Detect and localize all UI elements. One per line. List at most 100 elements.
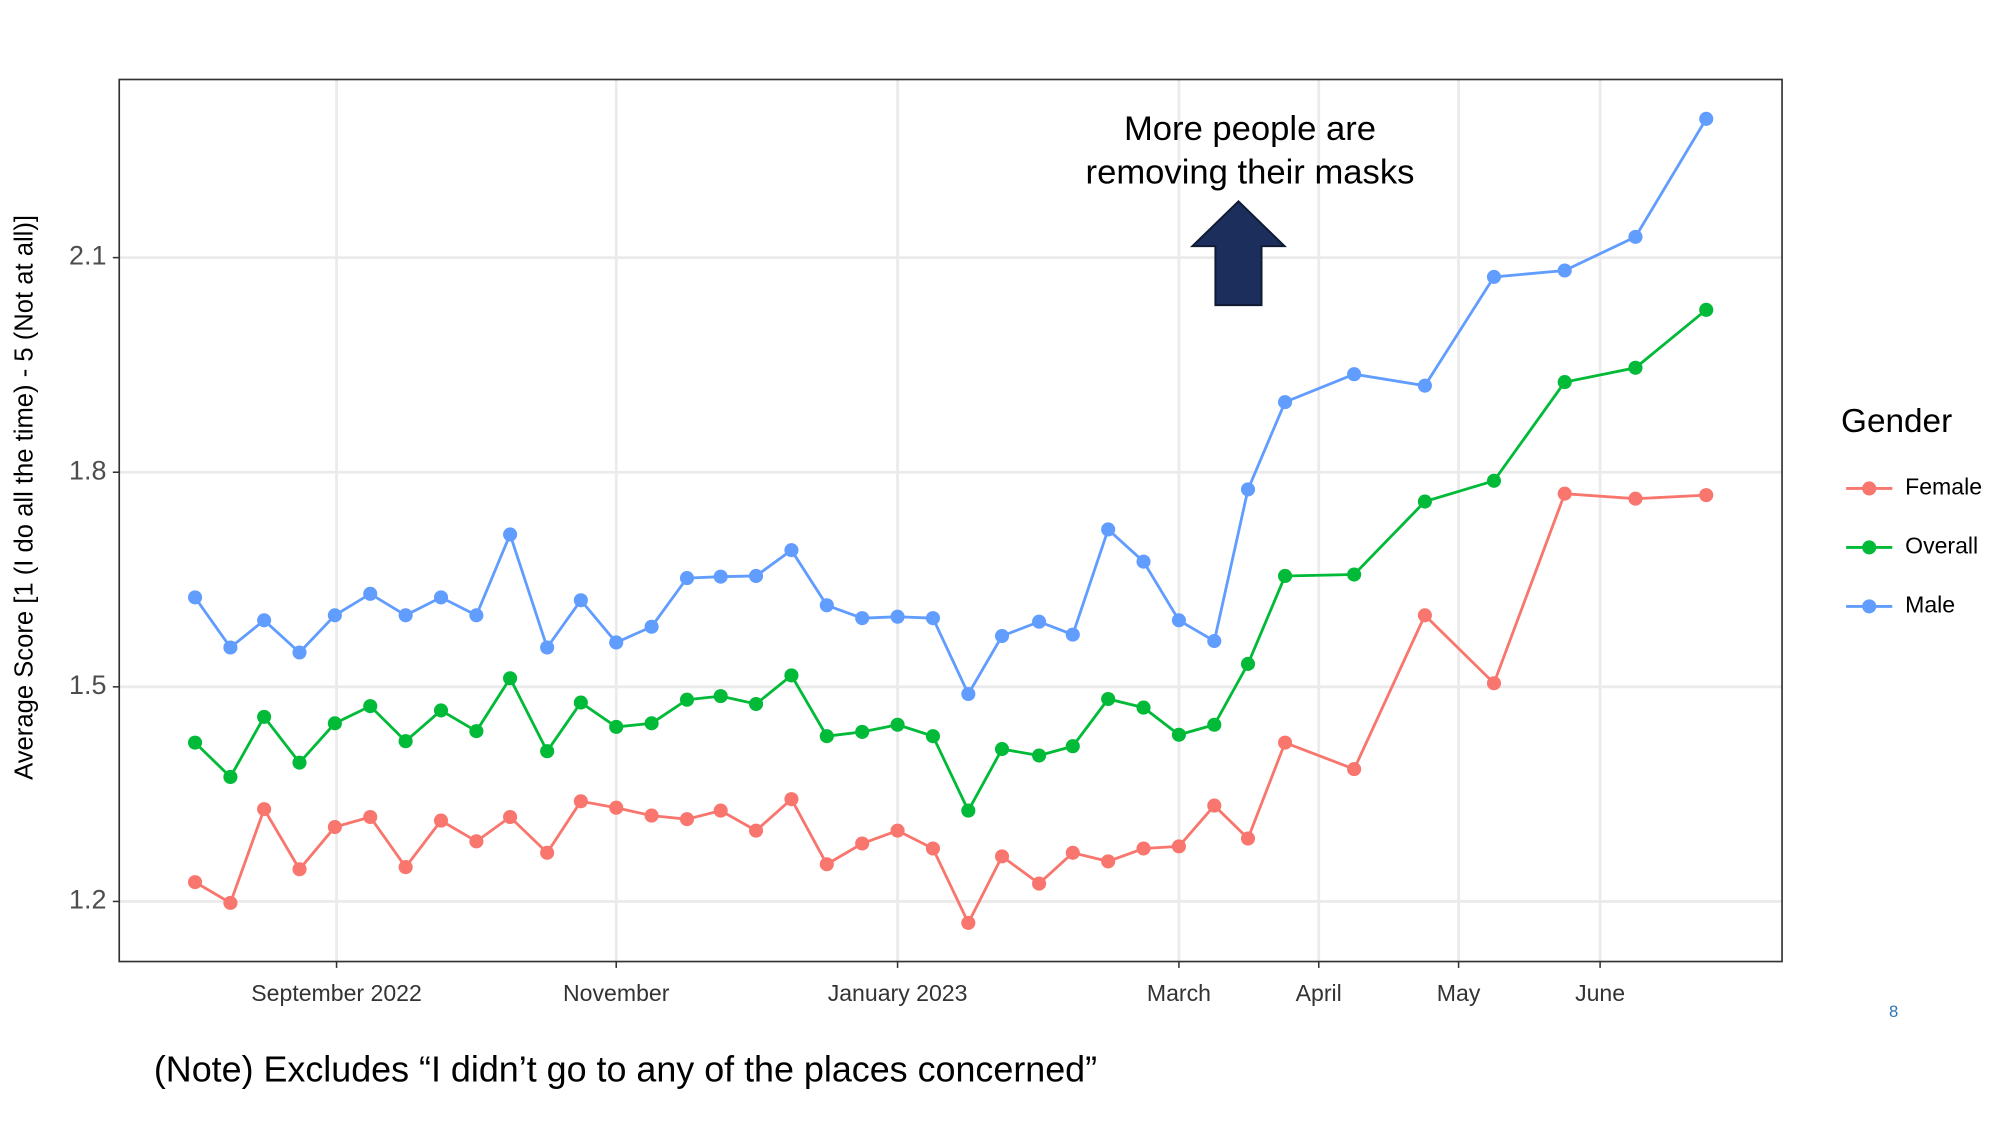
data-point bbox=[503, 671, 518, 686]
data-point bbox=[1699, 111, 1714, 126]
data-point bbox=[609, 719, 624, 734]
data-point bbox=[1101, 854, 1116, 869]
legend-label: Male bbox=[1905, 592, 1955, 618]
legend: Female Overall Male bbox=[1846, 474, 1982, 618]
data-point bbox=[713, 569, 728, 584]
annotation: removing their masks bbox=[1086, 153, 1415, 191]
data-point bbox=[1065, 627, 1080, 642]
y-tick-label: 1.8 bbox=[69, 455, 106, 485]
annotation: More people are bbox=[1124, 110, 1376, 148]
data-point bbox=[994, 849, 1010, 864]
page-number: 8 bbox=[1889, 1002, 1898, 1021]
data-point bbox=[855, 836, 870, 851]
data-point bbox=[1417, 608, 1432, 623]
data-point bbox=[644, 619, 659, 634]
data-point bbox=[292, 862, 307, 877]
data-point bbox=[1032, 614, 1047, 629]
data-point bbox=[187, 875, 203, 890]
data-point bbox=[433, 590, 449, 605]
data-point bbox=[1278, 395, 1293, 410]
data-point bbox=[1207, 634, 1222, 649]
data-point bbox=[1347, 762, 1362, 777]
data-point bbox=[327, 608, 342, 623]
data-point bbox=[223, 895, 238, 910]
data-point bbox=[187, 735, 203, 750]
data-point bbox=[1557, 486, 1572, 501]
series-line bbox=[194, 308, 1708, 814]
data-point bbox=[363, 809, 378, 825]
data-point bbox=[1628, 360, 1643, 375]
y-tick-label: 2.1 bbox=[69, 241, 106, 271]
data-point bbox=[713, 803, 728, 818]
data-point bbox=[925, 611, 941, 626]
x-tick-label: May bbox=[1437, 980, 1481, 1006]
data-point bbox=[1207, 717, 1222, 732]
data-point bbox=[819, 598, 834, 613]
x-tick-label: November bbox=[563, 980, 670, 1006]
data-point bbox=[961, 803, 976, 818]
legend-title: Gender bbox=[1841, 403, 1952, 440]
data-point bbox=[573, 593, 588, 608]
data-point bbox=[1240, 656, 1256, 671]
data-point bbox=[257, 613, 272, 628]
data-point bbox=[469, 834, 484, 849]
data-point bbox=[890, 823, 905, 838]
data-point bbox=[469, 608, 484, 623]
data-point bbox=[994, 742, 1010, 757]
data-point bbox=[1628, 491, 1643, 506]
x-tick-label: January 2023 bbox=[828, 980, 968, 1006]
data-point bbox=[1486, 269, 1502, 284]
data-point bbox=[749, 823, 764, 838]
data-point bbox=[644, 808, 659, 823]
data-point bbox=[223, 640, 238, 655]
data-point bbox=[327, 716, 342, 731]
legend-marker bbox=[1862, 540, 1877, 555]
data-point bbox=[1136, 554, 1151, 569]
data-point bbox=[784, 668, 799, 683]
data-point bbox=[398, 734, 413, 749]
legend-label: Overall bbox=[1905, 533, 1978, 559]
data-point bbox=[573, 695, 588, 710]
data-point bbox=[994, 628, 1010, 644]
data-point bbox=[925, 841, 941, 856]
data-point bbox=[1486, 676, 1502, 691]
data-point bbox=[1171, 613, 1186, 628]
data-point bbox=[292, 645, 307, 660]
series-line bbox=[194, 492, 1707, 927]
data-point bbox=[679, 812, 695, 827]
data-point bbox=[292, 755, 307, 770]
grid bbox=[119, 79, 1783, 962]
data-point bbox=[433, 813, 449, 828]
data-point bbox=[363, 586, 378, 601]
data-point bbox=[749, 568, 764, 584]
data-point bbox=[644, 716, 659, 731]
data-point bbox=[1240, 831, 1256, 846]
data-point bbox=[327, 819, 342, 835]
data-point bbox=[257, 802, 272, 817]
x-tick-label: April bbox=[1296, 980, 1342, 1006]
x-tick-label: June bbox=[1575, 980, 1625, 1006]
data-point bbox=[890, 717, 905, 732]
x-tick-label: March bbox=[1147, 980, 1211, 1006]
legend-marker bbox=[1862, 599, 1877, 614]
data-point bbox=[679, 571, 695, 586]
data-point bbox=[819, 857, 834, 872]
data-point bbox=[1101, 522, 1116, 537]
arrow-up bbox=[1189, 199, 1287, 307]
data-point bbox=[1032, 748, 1047, 763]
data-point bbox=[503, 527, 518, 542]
data-point bbox=[1417, 378, 1432, 393]
data-point bbox=[1101, 691, 1116, 707]
data-point bbox=[609, 800, 624, 815]
data-point bbox=[961, 915, 976, 930]
data-point bbox=[503, 809, 518, 825]
data-point bbox=[540, 744, 555, 759]
data-point bbox=[855, 724, 870, 739]
data-point bbox=[363, 699, 378, 714]
data-point bbox=[819, 729, 834, 744]
legend-marker bbox=[1862, 481, 1877, 496]
data-point bbox=[1240, 482, 1256, 497]
data-point bbox=[433, 703, 449, 718]
